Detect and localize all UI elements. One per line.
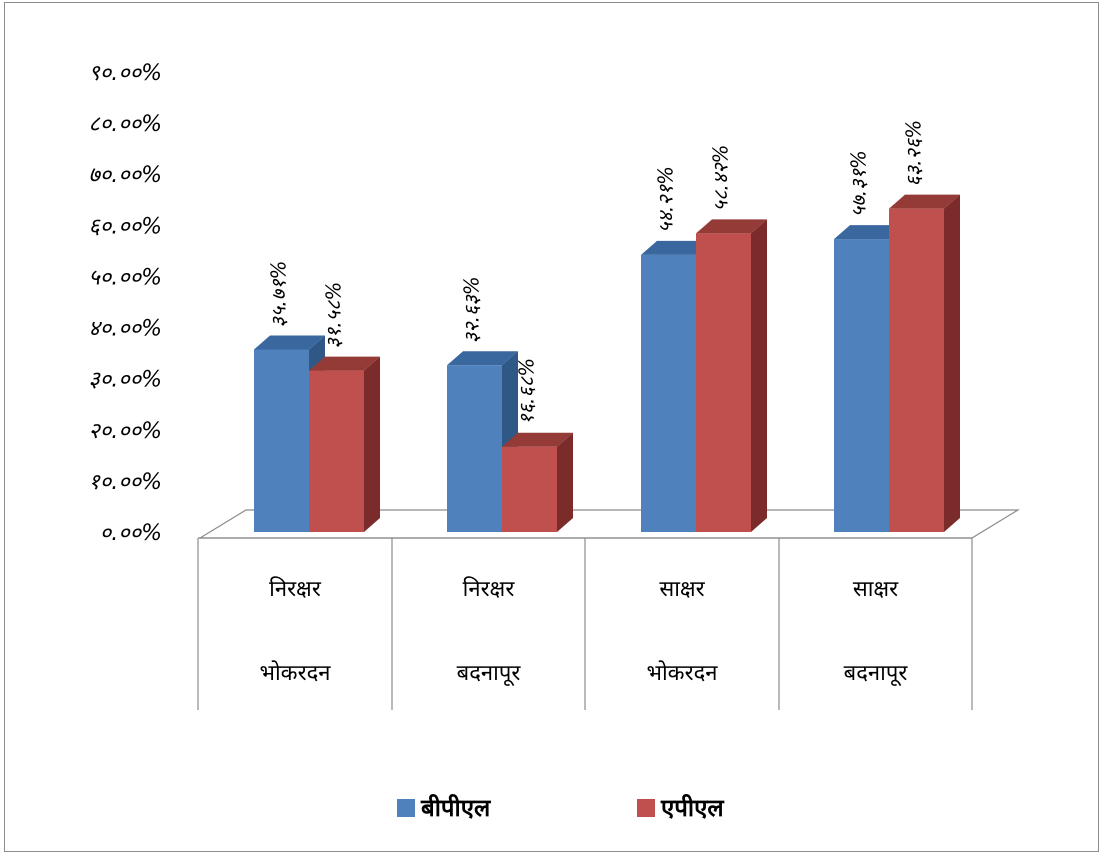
bar-top bbox=[447, 351, 518, 366]
y-tick-label: ५०.००% bbox=[88, 265, 162, 290]
bar-front bbox=[254, 349, 309, 532]
category-label-bottom: भोकरदन bbox=[260, 660, 332, 686]
y-tick-label: ८०.००% bbox=[88, 112, 162, 137]
data-label: ५७.३१% bbox=[847, 150, 871, 217]
bar-top bbox=[254, 335, 325, 350]
bar-front bbox=[889, 208, 944, 532]
data-label: ३२.६३% bbox=[460, 276, 484, 343]
y-tick-label: ७०.००% bbox=[88, 163, 162, 188]
y-tick-label: ३०.००% bbox=[88, 368, 162, 393]
bar bbox=[309, 356, 380, 532]
chart-frame bbox=[4, 2, 1099, 852]
bar-top bbox=[834, 225, 905, 240]
bar bbox=[696, 219, 767, 533]
category-label-top: निरक्षर bbox=[463, 576, 516, 602]
category-label-top: साक्षर bbox=[659, 577, 705, 602]
legend-swatch bbox=[637, 799, 655, 817]
data-label: ३५.७१% bbox=[267, 261, 291, 328]
bar-top bbox=[502, 432, 573, 447]
data-label: ३१.५८% bbox=[322, 282, 346, 349]
bar-top bbox=[641, 240, 712, 255]
data-labels: ३५.७१% ३१.५८% ३२.६३% १६.६८% ५४.२१% ५८.४२% ५७.३… bbox=[267, 120, 926, 425]
y-tick-label: ४०.००% bbox=[88, 317, 162, 342]
bar-side bbox=[944, 194, 960, 532]
y-tick-label: ९०.००% bbox=[88, 61, 162, 86]
bar-front bbox=[641, 254, 696, 532]
category-label-bottom: बदनापूर bbox=[844, 661, 909, 687]
y-tick-label: १०.००% bbox=[88, 470, 162, 495]
bar bbox=[502, 432, 573, 532]
category-label-top: निरक्षर bbox=[269, 576, 322, 602]
bar-front bbox=[834, 239, 889, 533]
category-table: निरक्षर भोकरदन निरक्षर बदनापूर साक्षर भोकरदन स… bbox=[197, 537, 973, 710]
legend: बीपीएल एपीएल bbox=[397, 794, 725, 822]
category-label-bottom: भोकरदन bbox=[647, 660, 719, 686]
bar bbox=[889, 194, 960, 532]
legend-swatch bbox=[397, 799, 415, 817]
category-label-bottom: बदनापूर bbox=[457, 661, 522, 687]
y-tick-label: ६०.००% bbox=[88, 214, 162, 239]
bar-top bbox=[889, 194, 960, 209]
data-label: १६.६८% bbox=[515, 358, 539, 425]
data-label: ५४.२१% bbox=[654, 166, 678, 233]
y-axis-tick-labels: ०.००% १०.००% २०.००% ३०.००% ४०.००% ५०.००% ६०.००… bbox=[88, 61, 162, 546]
data-label: ५८.४२% bbox=[709, 144, 733, 211]
bar-side bbox=[751, 219, 767, 533]
y-tick-label: ०.००% bbox=[100, 521, 162, 546]
bar-front bbox=[696, 233, 751, 533]
category-label-top: साक्षर bbox=[853, 577, 899, 602]
bar-side bbox=[364, 356, 380, 532]
legend-label: बीपीएल bbox=[420, 794, 492, 822]
bar-front bbox=[447, 365, 502, 532]
bar-series bbox=[254, 194, 960, 533]
y-tick-label: २०.००% bbox=[88, 419, 162, 444]
data-label: ६३.२६% bbox=[902, 120, 926, 187]
legend-label: एपीएल bbox=[660, 794, 725, 822]
bar-front bbox=[309, 370, 364, 532]
bar-top bbox=[696, 219, 767, 234]
bar-side bbox=[557, 432, 573, 532]
bar-front bbox=[502, 446, 557, 532]
bar-top bbox=[309, 356, 380, 371]
